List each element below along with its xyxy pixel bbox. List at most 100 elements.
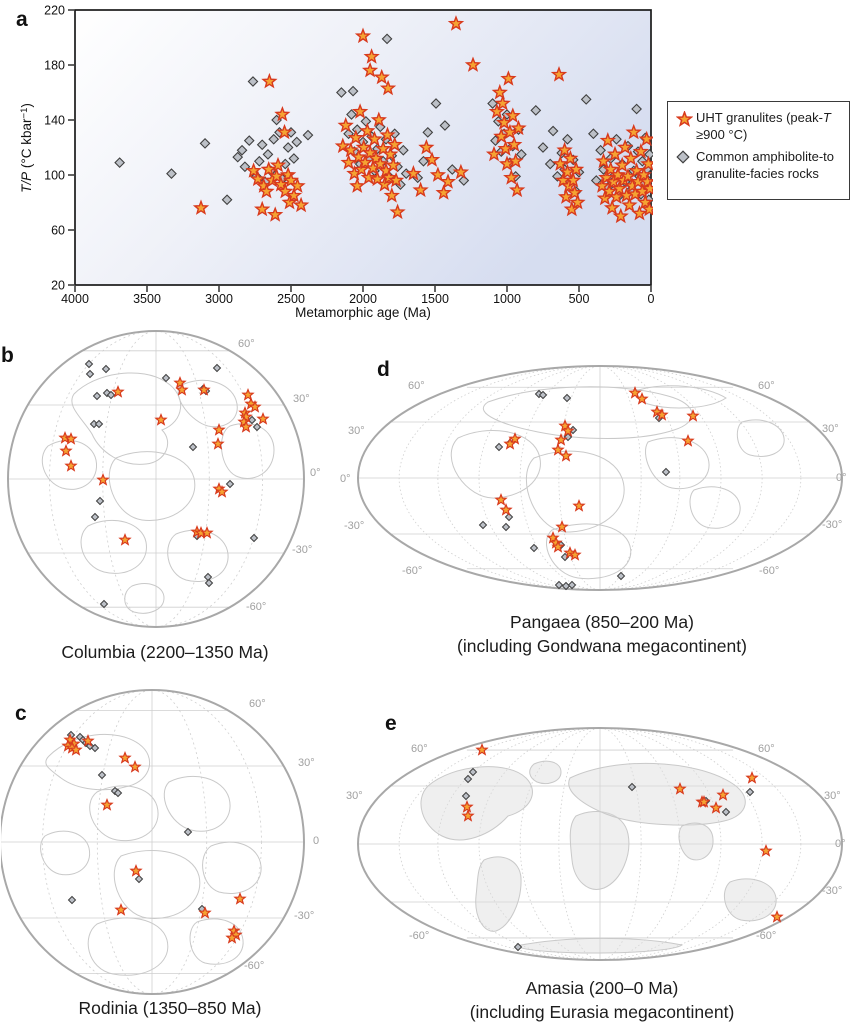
star-point	[385, 156, 402, 173]
star-point	[373, 68, 390, 85]
star-point	[507, 152, 524, 169]
map-star-point	[96, 472, 110, 486]
legend-item-common: Common amphibolite-to granulite-facies ro…	[676, 149, 843, 182]
map-star-point	[770, 909, 784, 923]
diamond-point	[595, 144, 606, 156]
legend-uht-text: UHT granulites (peak-T ≥900 °C)	[696, 110, 831, 142]
diamond-point	[346, 109, 357, 120]
star-point	[389, 203, 406, 220]
svg-text:60: 60	[51, 223, 65, 237]
star-point	[601, 182, 618, 199]
diamond-point	[537, 142, 549, 153]
map-diamond-point	[67, 895, 77, 905]
star-point	[354, 27, 372, 44]
star-point	[508, 181, 526, 198]
star-point	[435, 184, 452, 200]
map-star-point	[198, 905, 212, 919]
map-star-point	[460, 799, 474, 813]
map-diamond-point	[188, 442, 198, 452]
star-point	[269, 156, 287, 173]
map-star-point	[118, 750, 132, 764]
diamond-point	[347, 85, 359, 97]
map-diamond-point	[463, 774, 473, 784]
y-axis-title: T/P (°C kbar−1)	[19, 103, 34, 193]
map-diamond-point	[225, 479, 235, 489]
latitude-label: 60°	[758, 380, 775, 392]
svg-text:500: 500	[569, 292, 590, 306]
map-diamond-point	[113, 788, 123, 798]
panel-c-label: c	[15, 702, 27, 725]
star-point	[641, 200, 653, 217]
star-point	[363, 48, 380, 64]
map-star-point	[111, 384, 125, 398]
star-point	[292, 196, 310, 213]
star-point	[616, 138, 634, 155]
map-star-point	[686, 408, 700, 422]
map-diamond-point	[134, 874, 144, 884]
map-diamond-point	[161, 373, 171, 383]
map-diamond-point	[252, 422, 262, 432]
map-star-point	[154, 412, 168, 426]
star-point	[351, 103, 369, 119]
star-point	[500, 70, 517, 86]
map-star-point	[81, 733, 95, 747]
map-star-point	[100, 797, 114, 811]
map-star-point	[650, 404, 664, 418]
star-point	[637, 193, 653, 210]
map-star-point	[551, 539, 565, 553]
svg-text:140: 140	[44, 113, 65, 127]
diamond-point	[291, 136, 303, 148]
star-point	[550, 66, 568, 82]
svg-text:1000: 1000	[493, 292, 521, 306]
latitude-label: 30°	[824, 790, 841, 802]
star-point	[418, 138, 435, 155]
star-point	[632, 143, 650, 159]
diamond-point	[256, 139, 268, 151]
panel-b-label: b	[1, 344, 14, 367]
star-point	[383, 186, 400, 203]
star-point	[285, 187, 303, 203]
map-star-point	[681, 433, 695, 447]
star-point	[631, 204, 648, 221]
star-point	[347, 129, 364, 145]
star-point	[565, 171, 582, 188]
map-diamond-point	[249, 533, 259, 543]
star-point	[359, 122, 376, 138]
map-diamond-point	[721, 807, 731, 817]
map-star-point	[697, 794, 711, 808]
star-point	[261, 72, 278, 89]
latitude-label: 60°	[249, 698, 266, 710]
amasia-caption-line1: Amasia (200–0 Ma)	[525, 978, 679, 998]
svg-text:4000: 4000	[61, 292, 89, 306]
legend-item-uht: UHT granulites (peak-T ≥900 °C)	[675, 110, 843, 143]
star-point	[562, 149, 579, 166]
star-point	[611, 180, 628, 196]
map-diamond-point	[101, 364, 111, 374]
star-point	[342, 141, 359, 158]
latitude-label: 0°	[310, 467, 321, 479]
map-star-point	[114, 902, 128, 916]
panel-a-label: a	[16, 8, 28, 31]
map-star-point	[554, 432, 568, 446]
star-point	[510, 119, 527, 136]
scatter-svg: 4000 3500 3000 2500 2000 1500 1000 500 0 20 60 100 1…	[19, 3, 655, 320]
star-point	[254, 200, 271, 217]
map-diamond-point	[183, 827, 193, 837]
latitude-label: 30°	[293, 393, 310, 405]
diamond-point	[253, 155, 265, 167]
map-diamond-point	[84, 359, 94, 369]
diamond-point	[418, 155, 429, 167]
star-point	[380, 169, 398, 185]
star-point	[503, 169, 520, 185]
rodinia-caption: Rodinia (1350–850 Ma)	[78, 998, 262, 1018]
star-point	[622, 149, 639, 166]
panel-d-label: d	[377, 358, 390, 381]
map-svg-e: 60° 30° -60° 60° 30° 0° -30° -60°	[346, 727, 846, 961]
columbia-map: 60° 30° 0° -30° -60°	[4, 330, 324, 632]
map-star-point	[225, 930, 239, 944]
columbia-caption: Columbia (2200–1350 Ma)	[61, 642, 269, 662]
diamond-point	[243, 135, 255, 147]
diamond-point	[547, 125, 559, 137]
map-star-point	[628, 385, 642, 399]
star-point	[192, 199, 210, 215]
